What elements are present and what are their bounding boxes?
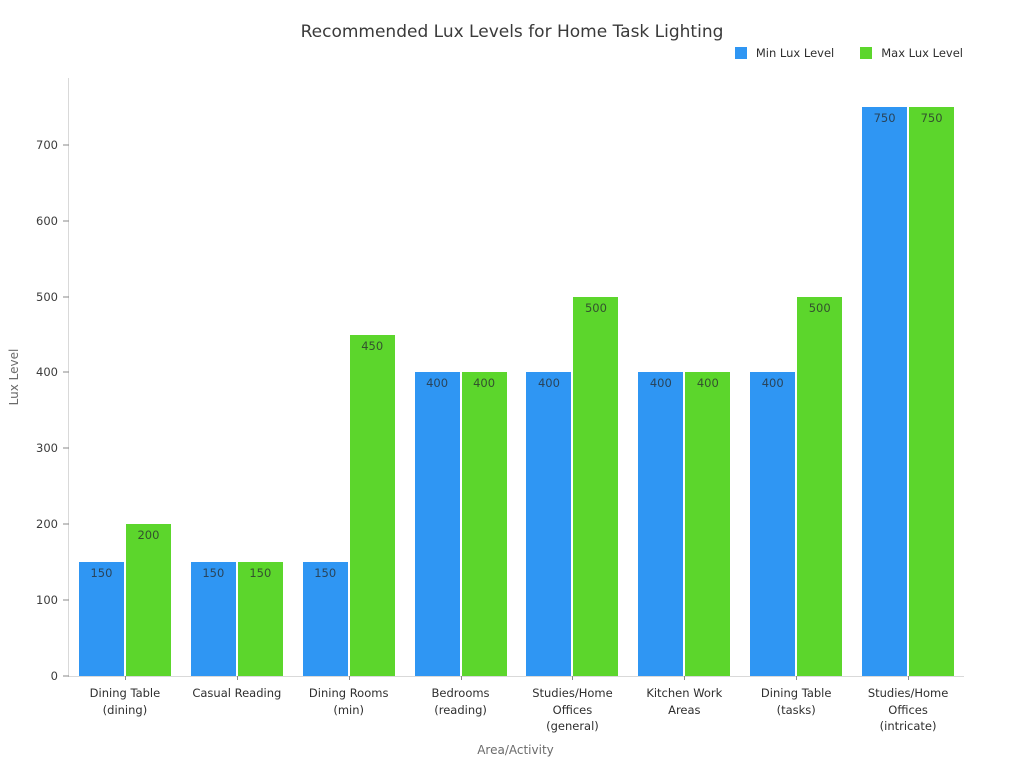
y-tick-mark: [63, 220, 69, 222]
y-tick-label: 400: [36, 365, 58, 380]
bar-value-label: 400: [761, 376, 784, 391]
y-tick-label: 0: [50, 669, 58, 683]
x-tick-mark: [684, 676, 686, 680]
x-tick-label: Kitchen Work Areas: [646, 686, 723, 717]
bar-value-label: 450: [361, 338, 384, 353]
y-tick-mark: [63, 599, 69, 601]
bar-group: 400 500 Studies/Home Offices (general): [517, 78, 629, 733]
bar-value-label: 200: [137, 528, 160, 543]
bar-max-lux: 200: [125, 524, 171, 676]
bar-min-lux: 400: [750, 372, 796, 676]
bar-group: 400 400 Kitchen Work Areas: [628, 78, 740, 717]
bar-value-label: 150: [249, 566, 272, 581]
bar-pair: 400 400: [628, 78, 740, 676]
bar-value-label: 400: [649, 376, 672, 391]
chart-title: Recommended Lux Levels for Home Task Lig…: [300, 22, 724, 42]
bar-value-label: 400: [696, 376, 719, 391]
y-axis-title: Lux Level: [7, 348, 21, 406]
y-tick-label: 200: [36, 517, 58, 532]
x-tick-mark: [908, 676, 910, 680]
bar-pair: 750 750: [852, 78, 964, 676]
bar-pair: 150 450: [293, 78, 405, 676]
bar-value-label: 750: [873, 110, 896, 125]
bar-max-lux: 400: [685, 372, 731, 676]
x-tick-mark: [348, 676, 350, 680]
bar-value-label: 500: [808, 300, 831, 315]
x-tick-label: Casual Reading: [192, 686, 282, 700]
bar-min-lux: 150: [78, 562, 124, 676]
bar-value-label: 150: [90, 566, 113, 581]
x-tick-label: Bedrooms (reading): [431, 686, 490, 717]
bar-group: 400 400 Bedrooms (reading): [405, 78, 517, 717]
y-tick-mark: [63, 296, 69, 298]
bar-min-lux: 400: [638, 372, 684, 676]
legend-label: Min Lux Level: [755, 46, 835, 60]
bar-groups: 150 200 Dining Table (dining) 150 150 Casual …: [69, 78, 964, 733]
x-tick-label: Dining Table (tasks): [760, 686, 832, 717]
legend-item: Max Lux Level: [860, 46, 963, 60]
y-tick-label: 300: [36, 441, 58, 456]
x-tick-mark: [572, 676, 574, 680]
bar-group: 400 500 Dining Table (tasks): [740, 78, 852, 717]
bar-min-lux: 400: [414, 372, 460, 676]
y-tick-mark: [63, 144, 69, 146]
bar-group: 150 200 Dining Table (dining): [69, 78, 181, 717]
legend-item: Min Lux Level: [734, 46, 835, 60]
bar-min-lux: 400: [526, 372, 572, 676]
y-tick-label: 500: [36, 289, 58, 304]
x-tick-mark: [460, 676, 462, 680]
y-tick-label: 700: [36, 137, 58, 152]
bar-pair: 150 150: [181, 78, 293, 676]
x-tick-label: Studies/Home Offices (general): [532, 686, 613, 734]
bar-value-label: 400: [537, 376, 560, 391]
y-tick-mark: [63, 447, 69, 449]
bar-group: 150 450 Dining Rooms (min): [293, 78, 405, 717]
bar-max-lux: 150: [237, 562, 283, 676]
bar-pair: 400 500: [517, 78, 629, 676]
bar-min-lux: 750: [862, 106, 908, 676]
bar-max-lux: 750: [909, 106, 955, 676]
bar-max-lux: 500: [797, 296, 843, 676]
x-tick-label: Dining Rooms (min): [308, 686, 389, 717]
x-tick-label: Dining Table (dining): [89, 686, 161, 717]
bar-max-lux: 500: [573, 296, 619, 676]
bar-pair: 150 200: [69, 78, 181, 676]
x-tick-mark: [796, 676, 798, 680]
bar-pair: 400 400: [405, 78, 517, 676]
bar-value-label: 150: [314, 566, 337, 581]
bar-max-lux: 400: [461, 372, 507, 676]
legend-swatch-icon: [860, 47, 873, 59]
bar-group: 750 750 Studies/Home Offices (intricate): [852, 78, 964, 733]
bar-value-label: 150: [202, 566, 225, 581]
legend: Min Lux Level Max Lux Level: [734, 46, 963, 60]
x-tick-label: Studies/Home Offices (intricate): [867, 686, 949, 734]
bar-min-lux: 150: [190, 562, 236, 676]
y-tick-label: 600: [36, 213, 58, 228]
y-tick-mark: [63, 371, 69, 373]
legend-label: Max Lux Level: [881, 46, 963, 60]
bar-value-label: 750: [920, 110, 943, 125]
legend-swatch-icon: [734, 47, 747, 59]
bar-max-lux: 450: [349, 334, 395, 676]
bar-pair: 400 500: [740, 78, 852, 676]
bar-min-lux: 150: [302, 562, 348, 676]
x-tick-mark: [124, 676, 126, 680]
y-tick-mark: [63, 523, 69, 525]
x-axis-title: Area/Activity: [477, 743, 554, 757]
x-tick-mark: [236, 676, 238, 680]
bar-group: 150 150 Casual Reading: [181, 78, 293, 700]
bar-value-label: 400: [473, 376, 496, 391]
y-tick-label: 100: [36, 593, 58, 608]
bar-value-label: 400: [426, 376, 449, 391]
bar-value-label: 500: [584, 300, 607, 315]
plot-area: 150 200 Dining Table (dining) 150 150 Casual …: [36, 78, 964, 733]
y-tick-mark: [63, 675, 69, 677]
